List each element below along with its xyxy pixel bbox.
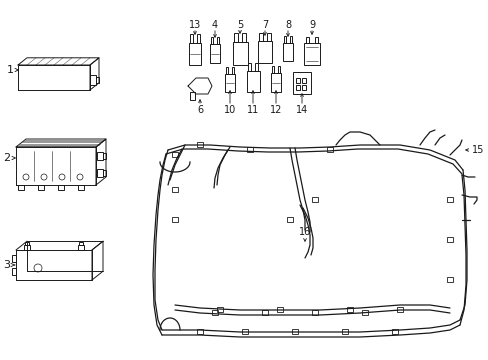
Text: 3: 3	[3, 260, 10, 270]
Bar	[259, 33, 263, 41]
Bar	[12, 268, 16, 275]
Bar	[172, 217, 178, 222]
Text: 7: 7	[262, 20, 267, 30]
Text: 13: 13	[188, 20, 201, 30]
Bar	[242, 33, 245, 42]
Bar	[197, 34, 200, 43]
Bar	[341, 329, 347, 334]
Bar	[247, 63, 250, 71]
Bar	[25, 242, 29, 245]
Bar	[225, 67, 227, 74]
Bar	[292, 72, 310, 94]
Bar	[346, 307, 352, 312]
Bar	[304, 43, 319, 65]
Text: 1: 1	[6, 65, 14, 75]
Bar	[38, 185, 44, 190]
Bar	[295, 78, 299, 83]
Bar	[197, 329, 203, 334]
Bar	[311, 197, 317, 202]
Text: 10: 10	[224, 105, 236, 115]
Text: 16: 16	[298, 227, 310, 237]
Bar	[103, 170, 106, 176]
Bar	[246, 71, 260, 92]
Text: 5: 5	[236, 20, 243, 30]
Bar	[276, 307, 283, 312]
Bar	[78, 185, 84, 190]
Bar	[446, 237, 452, 242]
Bar	[326, 147, 332, 152]
Bar	[172, 152, 178, 157]
Text: 6: 6	[197, 105, 203, 115]
Bar	[212, 310, 218, 315]
Bar	[289, 36, 291, 43]
Bar	[231, 67, 234, 74]
Bar	[242, 329, 247, 334]
Bar	[271, 66, 273, 73]
Bar	[97, 152, 103, 160]
Bar	[197, 142, 203, 147]
Bar	[217, 37, 219, 44]
Bar	[291, 329, 297, 334]
Bar	[446, 277, 452, 282]
Bar	[258, 41, 271, 63]
Bar	[254, 63, 258, 71]
Text: 2: 2	[3, 153, 11, 163]
Bar	[190, 34, 193, 43]
Bar	[311, 310, 317, 315]
Bar	[58, 185, 64, 190]
Bar	[232, 42, 247, 65]
Text: 4: 4	[211, 20, 218, 30]
Bar	[286, 217, 292, 222]
Text: 8: 8	[285, 20, 290, 30]
Bar	[190, 92, 195, 100]
Bar	[266, 33, 270, 41]
Bar	[90, 75, 96, 85]
Text: 11: 11	[246, 105, 259, 115]
Bar	[96, 77, 99, 83]
Bar	[78, 245, 84, 250]
Bar	[234, 33, 238, 42]
Bar	[283, 43, 292, 61]
Bar	[302, 85, 305, 90]
Bar	[262, 310, 267, 315]
Bar	[278, 66, 280, 73]
Bar	[12, 255, 16, 262]
Bar	[97, 169, 103, 177]
Bar	[246, 147, 252, 152]
Bar	[210, 37, 213, 44]
Bar	[361, 310, 367, 315]
Bar	[189, 43, 201, 65]
Bar	[18, 185, 24, 190]
Bar	[209, 44, 220, 63]
Bar	[24, 245, 30, 250]
Bar	[103, 153, 106, 159]
Bar	[270, 73, 281, 92]
Bar	[305, 37, 308, 43]
Bar	[224, 74, 235, 92]
Text: 15: 15	[471, 145, 484, 155]
Text: 12: 12	[269, 105, 282, 115]
Bar	[295, 85, 299, 90]
Text: 9: 9	[308, 20, 314, 30]
Bar	[302, 78, 305, 83]
Bar	[396, 307, 402, 312]
Bar	[314, 37, 317, 43]
Bar	[391, 329, 397, 334]
Bar	[446, 197, 452, 202]
Bar	[217, 307, 223, 312]
Text: 14: 14	[295, 105, 307, 115]
Bar	[284, 36, 285, 43]
Bar	[79, 242, 83, 245]
Bar	[172, 187, 178, 192]
